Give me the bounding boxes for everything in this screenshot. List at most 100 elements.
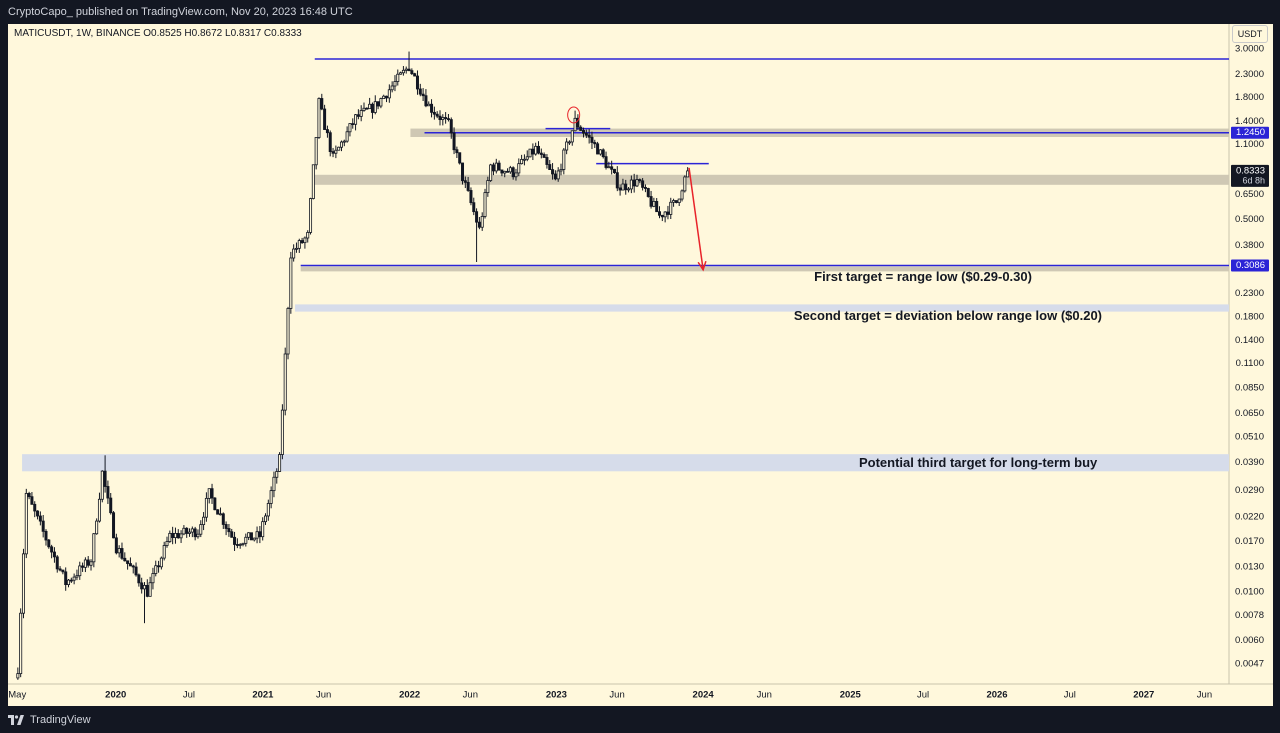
candle	[16, 667, 20, 680]
candle	[500, 169, 504, 177]
candle-body	[660, 214, 664, 218]
candle	[413, 72, 417, 77]
candle-body	[154, 565, 158, 574]
candle	[261, 517, 265, 541]
candle-body	[109, 497, 113, 514]
candle	[213, 497, 217, 511]
candle-body	[542, 154, 546, 158]
candle	[233, 531, 237, 551]
candle	[565, 138, 569, 155]
candle	[47, 539, 51, 549]
level-price-tag[interactable]: 0.3086	[1231, 259, 1269, 272]
candle	[190, 526, 194, 538]
candle	[207, 488, 211, 504]
x-tick-label: Jun	[757, 690, 772, 701]
time-axis[interactable]	[8, 684, 1273, 706]
first-target-label: First target = range low ($0.29-0.30)	[814, 269, 1032, 284]
candle	[449, 117, 453, 139]
candle-body	[309, 198, 313, 233]
candle	[497, 160, 501, 171]
candle-body	[674, 200, 678, 203]
candle	[188, 528, 192, 537]
candle	[399, 71, 403, 75]
candle	[148, 576, 152, 597]
candle	[244, 533, 248, 547]
candle	[486, 176, 490, 197]
candle-body	[185, 527, 189, 534]
candle-body	[579, 126, 583, 131]
symbol-ohlc-legend: MATICUSDT, 1W, BINANCE O0.8525 H0.8672 L…	[14, 28, 302, 39]
candle-body	[235, 544, 239, 546]
candle-body	[275, 471, 279, 478]
candle-body	[632, 179, 636, 187]
candle	[421, 88, 425, 102]
candle	[196, 529, 200, 539]
candle	[252, 537, 256, 542]
down-arrow[interactable]	[688, 167, 704, 270]
candle-body	[601, 149, 605, 158]
candle-body	[559, 169, 563, 172]
candle-body	[379, 98, 383, 107]
price-tag-bg	[1231, 164, 1269, 187]
candle	[38, 511, 42, 526]
level-price-tag[interactable]: 1.2450	[1231, 126, 1269, 139]
candle	[432, 106, 436, 120]
candle-body	[635, 179, 639, 187]
candle-body	[590, 136, 594, 143]
candle-body	[199, 524, 203, 535]
candle-body	[283, 353, 287, 411]
candle-body	[272, 476, 276, 492]
candle	[612, 168, 616, 174]
x-tick-label: Jul	[183, 690, 195, 701]
candle	[508, 165, 512, 174]
price-tag-label: 0.8333	[1236, 165, 1265, 176]
candle	[331, 147, 335, 158]
candle	[387, 84, 391, 103]
candle	[649, 190, 653, 209]
candle	[452, 127, 456, 155]
candle-body	[430, 103, 434, 113]
first-target-zone[interactable]	[300, 266, 1229, 272]
price-tag-bg	[1231, 259, 1269, 272]
candle	[480, 212, 484, 231]
candle	[266, 499, 270, 521]
candle	[430, 99, 434, 118]
candle	[615, 166, 619, 192]
candle-body	[607, 166, 611, 169]
candle	[354, 114, 358, 131]
candle-body	[610, 166, 614, 170]
candle-body	[233, 536, 237, 545]
candle-body	[38, 515, 42, 522]
candle-body	[89, 561, 93, 566]
candle-body	[624, 183, 628, 191]
third-target-zone[interactable]	[22, 454, 1230, 472]
candle-body	[33, 503, 37, 512]
candle	[204, 492, 208, 522]
candle-body	[500, 169, 504, 174]
currency-button[interactable]: USDT	[1232, 25, 1268, 43]
mid-range-zone[interactable]	[314, 174, 1229, 185]
candle	[590, 131, 594, 150]
candle	[511, 166, 515, 180]
x-tick-label: 2022	[399, 690, 420, 701]
candle	[641, 178, 645, 191]
candle	[126, 560, 130, 570]
candle	[441, 114, 445, 126]
second-target-zone[interactable]	[295, 304, 1229, 312]
candle-body	[162, 545, 166, 559]
candle	[275, 468, 279, 484]
highlight-circle[interactable]	[567, 106, 581, 124]
candle	[81, 562, 85, 572]
candle	[72, 573, 76, 585]
candle	[458, 152, 462, 165]
candle	[249, 532, 253, 541]
candle	[311, 164, 315, 200]
candle	[50, 544, 54, 559]
candle	[601, 148, 605, 159]
candle	[216, 509, 220, 515]
candle-body	[24, 493, 28, 555]
candle-body	[55, 556, 59, 570]
candle	[103, 455, 107, 493]
